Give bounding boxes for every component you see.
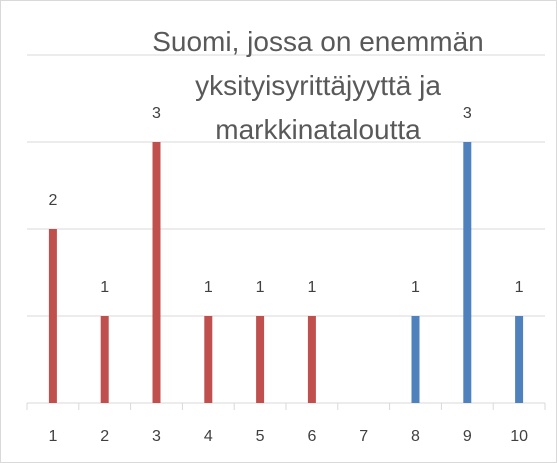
bar [515, 316, 524, 403]
x-tick-label: 6 [307, 428, 316, 445]
chart-title: Suomi, jossa on enemmän yksityisyrittäjy… [152, 26, 484, 145]
value-label: 3 [152, 105, 161, 122]
bar [48, 229, 57, 403]
bar [463, 142, 472, 403]
value-label: 1 [204, 279, 213, 296]
x-tick-label: 8 [411, 428, 420, 445]
x-tick-label: 4 [204, 428, 213, 445]
value-label: 1 [307, 279, 316, 296]
value-label: 1 [256, 279, 265, 296]
value-label: 3 [463, 105, 472, 122]
bar [100, 316, 109, 403]
bar [204, 316, 213, 403]
x-tick-label: 1 [48, 428, 57, 445]
x-tick-label: 2 [100, 428, 109, 445]
value-label: 1 [100, 279, 109, 296]
x-tick-label: 7 [359, 428, 368, 445]
bar [152, 142, 161, 403]
value-label: 1 [515, 279, 524, 296]
bar [411, 316, 420, 403]
value-label: 1 [411, 279, 420, 296]
bar [256, 316, 265, 403]
x-tick-label: 3 [152, 428, 161, 445]
x-tick-label: 9 [463, 428, 472, 445]
x-tick-label: 5 [256, 428, 265, 445]
x-tick-label: 10 [510, 428, 528, 445]
value-label: 2 [48, 192, 57, 209]
bar [307, 316, 316, 403]
